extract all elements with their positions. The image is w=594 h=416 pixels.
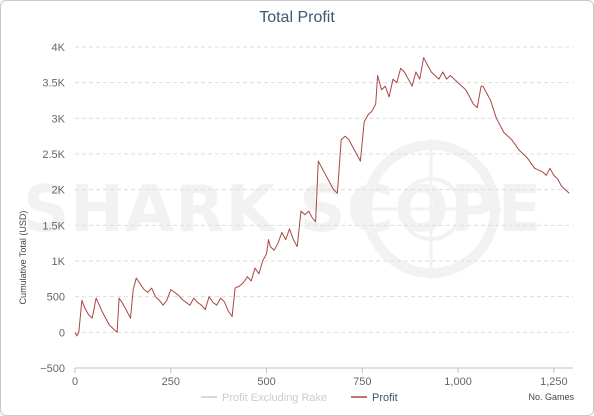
- legend-item-label[interactable]: Profit: [372, 392, 398, 404]
- x-tick-label: 1,250: [540, 376, 568, 388]
- y-axis: −500 0 500 1K 1.5K 2K 2.5K 3K 3.5K 4K: [40, 42, 65, 375]
- x-tick-label: 500: [257, 376, 275, 388]
- y-tick-label: 0: [59, 327, 65, 339]
- legend-item-label[interactable]: Profit Excluding Rake: [222, 392, 327, 404]
- series-line-profit: [74, 57, 570, 337]
- y-tick-label: 1K: [52, 256, 66, 268]
- x-axis-title: No. Games: [528, 392, 574, 402]
- y-tick-label: 4K: [52, 42, 66, 54]
- y-axis-title: Cumulative Total (USD): [18, 211, 28, 305]
- y-tick-label: 1.5K: [42, 220, 65, 232]
- chart-title: Total Profit: [259, 9, 335, 26]
- series-layer: [74, 57, 570, 337]
- sharkscope-watermark: SHARK SCOPE: [23, 139, 541, 279]
- x-axis: 0 250 500 750 1,000 1,250: [72, 367, 573, 388]
- y-tick-label: 3.5K: [42, 78, 65, 90]
- y-tick-label: 500: [47, 292, 65, 304]
- x-tick-label: 750: [353, 376, 371, 388]
- x-tick-label: 1,000: [444, 376, 472, 388]
- y-tick-label: 2K: [52, 185, 66, 197]
- legend: Profit Excluding Rake Profit: [201, 392, 398, 404]
- x-tick-label: 0: [72, 376, 78, 388]
- x-tick-label: 250: [162, 376, 180, 388]
- y-tick-label: 3K: [52, 113, 66, 125]
- y-tick-label: 2.5K: [42, 149, 65, 161]
- y-tick-label: −500: [40, 363, 65, 375]
